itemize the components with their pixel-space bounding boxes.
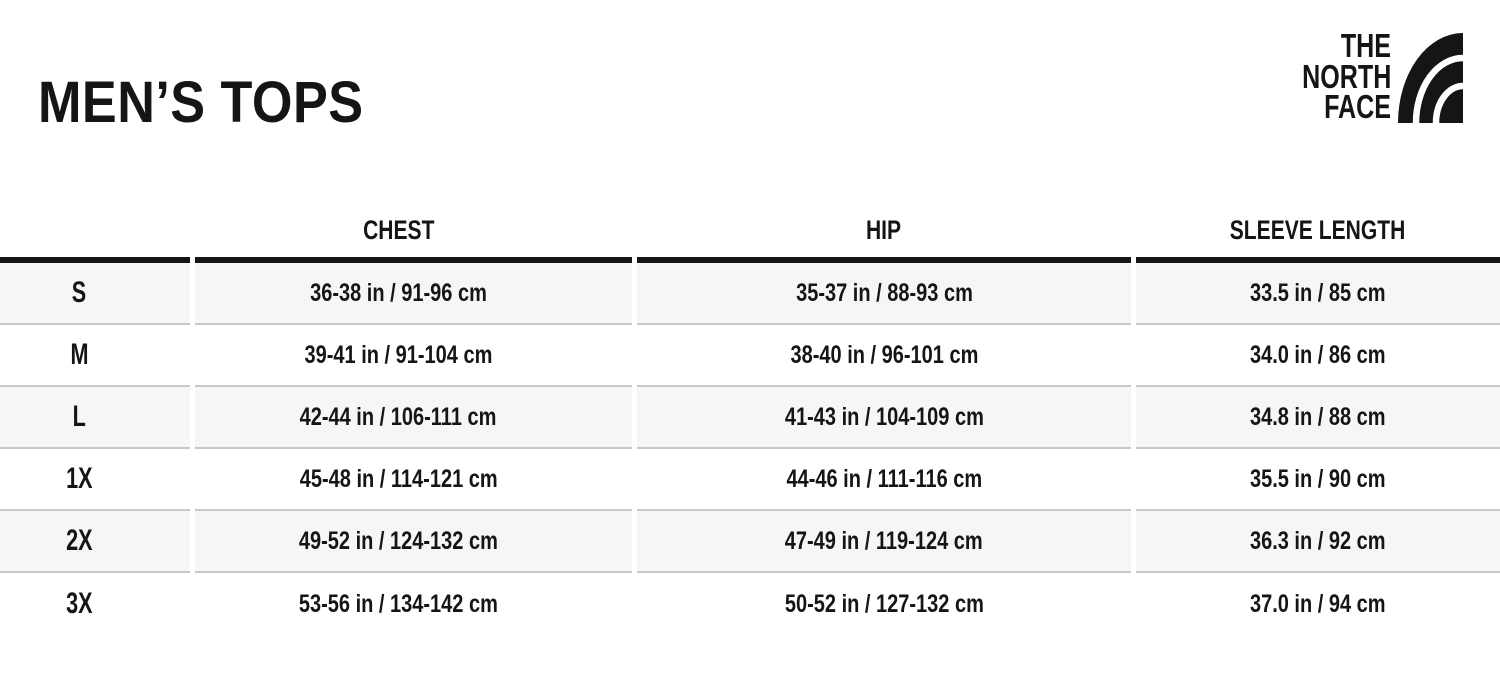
hip-cell: 35-37 in / 88-93 cm	[637, 263, 1131, 325]
size-label: 2X	[66, 524, 93, 557]
chest-value: 42-44 in / 106-111 cm	[300, 402, 497, 431]
size-label: M	[70, 338, 89, 371]
size-cell: M	[0, 325, 190, 387]
table-row: L 42-44 in / 106-111 cm 41-43 in / 104-1…	[0, 387, 1500, 449]
table-row: M 39-41 in / 91-104 cm 38-40 in / 96-101…	[0, 325, 1500, 387]
header-sleeve-length-label: SLEEVE LENGTH	[1230, 215, 1406, 245]
header-size	[0, 195, 190, 263]
sleeve-value: 35.5 in / 90 cm	[1250, 464, 1386, 493]
hip-value: 38-40 in / 96-101 cm	[790, 340, 978, 369]
chest-cell: 42-44 in / 106-111 cm	[195, 387, 632, 449]
size-cell: S	[0, 263, 190, 325]
header-hip: HIP	[637, 195, 1131, 263]
brand-word-face: FACE	[1324, 88, 1391, 125]
size-label: S	[72, 276, 87, 309]
hip-value: 44-46 in / 111-116 cm	[786, 464, 982, 493]
size-cell: 1X	[0, 449, 190, 511]
table-row: S 36-38 in / 91-96 cm 35-37 in / 88-93 c…	[0, 263, 1500, 325]
page-title: MEN’S TOPS	[38, 74, 400, 132]
hip-cell: 50-52 in / 127-132 cm	[637, 573, 1131, 635]
hip-value: 35-37 in / 88-93 cm	[795, 278, 973, 307]
size-cell: 2X	[0, 511, 190, 573]
table-row: 1X 45-48 in / 114-121 cm 44-46 in / 111-…	[0, 449, 1500, 511]
header-chest: CHEST	[195, 195, 632, 263]
hip-cell: 44-46 in / 111-116 cm	[637, 449, 1131, 511]
page-title-text: MEN’S TOPS	[38, 70, 364, 135]
chest-value: 49-52 in / 124-132 cm	[298, 526, 499, 555]
brand-wordmark: THE NORTH FACE	[1274, 27, 1391, 125]
brand-word-the: THE	[1340, 27, 1391, 64]
size-label: L	[72, 400, 87, 433]
chest-cell: 39-41 in / 91-104 cm	[195, 325, 632, 387]
brand-word-north: NORTH	[1301, 57, 1391, 95]
hip-cell: 38-40 in / 96-101 cm	[637, 325, 1131, 387]
header-sleeve-length: SLEEVE LENGTH	[1136, 195, 1500, 263]
sleeve-value: 37.0 in / 94 cm	[1250, 589, 1386, 618]
sleeve-cell: 33.5 in / 85 cm	[1136, 263, 1500, 325]
sleeve-value: 33.5 in / 85 cm	[1250, 278, 1386, 307]
table-row: 2X 49-52 in / 124-132 cm 47-49 in / 119-…	[0, 511, 1500, 573]
header-hip-label: HIP	[866, 215, 902, 245]
half-dome-icon	[1398, 33, 1463, 123]
sleeve-value: 36.3 in / 92 cm	[1250, 526, 1386, 555]
size-label: 3X	[66, 587, 93, 620]
size-table-body: S 36-38 in / 91-96 cm 35-37 in / 88-93 c…	[0, 263, 1500, 635]
chest-value: 45-48 in / 114-121 cm	[299, 464, 498, 493]
sleeve-value: 34.0 in / 86 cm	[1250, 340, 1386, 369]
hip-value: 47-49 in / 119-124 cm	[785, 526, 983, 555]
table-row: 3X 53-56 in / 134-142 cm 50-52 in / 127-…	[0, 573, 1500, 635]
hip-value: 41-43 in / 104-109 cm	[784, 402, 984, 431]
chest-cell: 49-52 in / 124-132 cm	[195, 511, 632, 573]
sleeve-cell: 34.0 in / 86 cm	[1136, 325, 1500, 387]
size-label: 1X	[66, 462, 93, 495]
sleeve-cell: 35.5 in / 90 cm	[1136, 449, 1500, 511]
chest-cell: 45-48 in / 114-121 cm	[195, 449, 632, 511]
chest-value: 53-56 in / 134-142 cm	[298, 589, 499, 618]
hip-cell: 47-49 in / 119-124 cm	[637, 511, 1131, 573]
hip-value: 50-52 in / 127-132 cm	[784, 589, 984, 618]
chest-cell: 53-56 in / 134-142 cm	[195, 573, 632, 635]
sleeve-cell: 34.8 in / 88 cm	[1136, 387, 1500, 449]
sleeve-value: 34.8 in / 88 cm	[1250, 402, 1386, 431]
chest-cell: 36-38 in / 91-96 cm	[195, 263, 632, 325]
header-chest-label: CHEST	[362, 215, 435, 245]
sleeve-cell: 36.3 in / 92 cm	[1136, 511, 1500, 573]
size-table: CHEST HIP SLEEVE LENGTH S 36-38 in / 91-…	[0, 195, 1500, 635]
chest-value: 39-41 in / 91-104 cm	[304, 340, 493, 369]
size-cell: 3X	[0, 573, 190, 635]
hip-cell: 41-43 in / 104-109 cm	[637, 387, 1131, 449]
size-table-header: CHEST HIP SLEEVE LENGTH	[0, 195, 1500, 263]
chest-value: 36-38 in / 91-96 cm	[310, 278, 487, 307]
size-cell: L	[0, 387, 190, 449]
sleeve-cell: 37.0 in / 94 cm	[1136, 573, 1500, 635]
brand-logo: THE NORTH FACE	[1253, 27, 1463, 125]
